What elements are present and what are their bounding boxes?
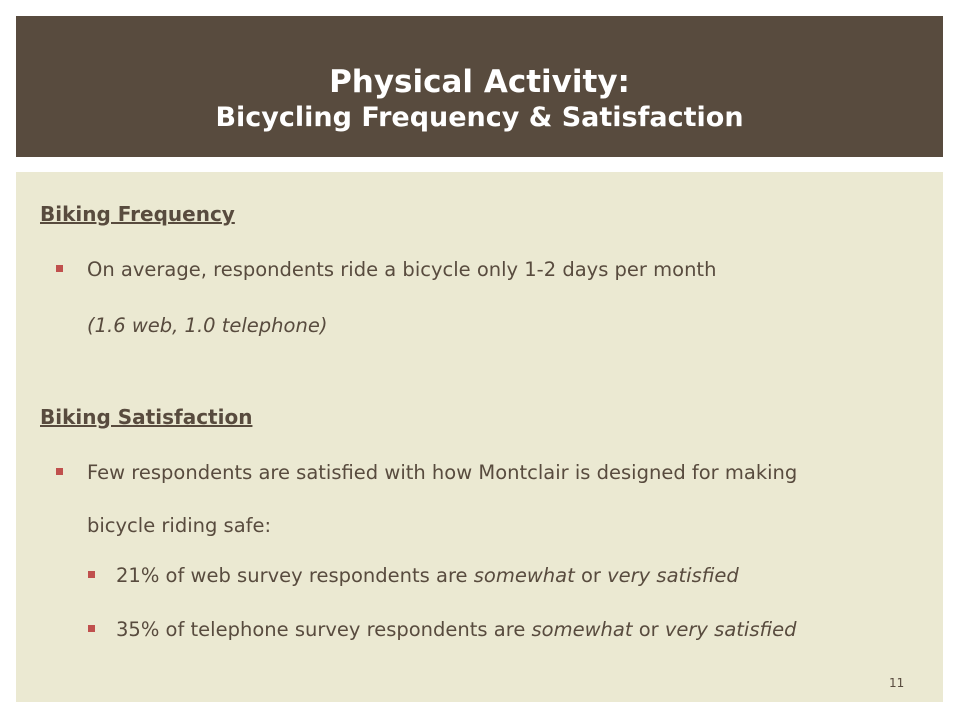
slide-title: Physical Activity: [329, 64, 630, 100]
bullet-square-icon [56, 468, 63, 475]
bullet-square-icon [56, 265, 63, 272]
slide-header: Physical Activity: Bicycling Frequency &… [16, 16, 943, 157]
telephone-satisfaction-item: 35% of telephone survey respondents are … [116, 618, 797, 641]
satisfaction-bullet-line2: bicycle riding safe: [87, 514, 272, 537]
frequency-heading: Biking Frequency [40, 202, 235, 226]
slide-subtitle: Bicycling Frequency & Satisfaction [215, 102, 744, 133]
bullet-square-icon [88, 571, 95, 578]
bullet-square-icon [88, 625, 95, 632]
page-number: 11 [889, 676, 905, 690]
frequency-note: (1.6 web, 1.0 telephone) [87, 314, 328, 337]
slide-content: Biking Frequency On average, respondents… [16, 172, 943, 702]
satisfaction-heading: Biking Satisfaction [40, 405, 253, 429]
frequency-bullet: On average, respondents ride a bicycle o… [87, 258, 717, 281]
satisfaction-bullet-line1: Few respondents are satisfied with how M… [87, 461, 798, 484]
web-satisfaction-item: 21% of web survey respondents are somewh… [116, 564, 739, 587]
